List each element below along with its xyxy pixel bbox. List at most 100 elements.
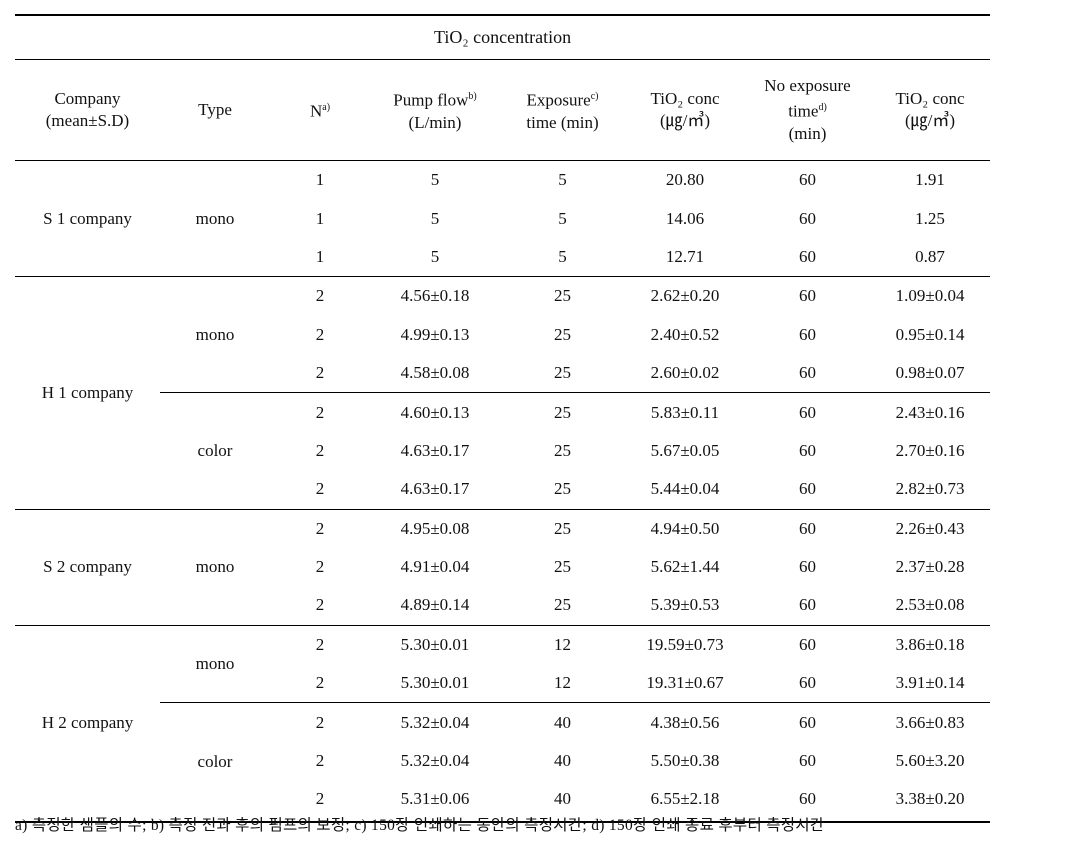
data-cell: 5.50±0.38 xyxy=(650,751,720,771)
type-cell: mono xyxy=(195,208,235,228)
header-note: a) xyxy=(322,102,331,114)
data-cell: 2.40±0.52 xyxy=(650,324,720,344)
table-row: color 2 4.60±0.13 25 5.83±0.11 60 2.43±0.16 xyxy=(15,392,991,510)
header-text: TiO₂ conc xyxy=(650,89,720,108)
table-row: 2 4.99±0.13 25 2.40±0.52 60 0.95±0.14 xyxy=(15,316,990,354)
data-cell: 60 xyxy=(799,246,816,266)
header-cell: Pump flowb) (L/min) xyxy=(370,59,500,161)
header-line: Pump flowb) xyxy=(370,86,500,112)
data-cell: 14.06 xyxy=(665,208,705,228)
header-line: (㎍/㎥) xyxy=(870,110,990,132)
table-row: H 2 company mono 2 5.30±0.01 12 19.59±0.73 60 3… xyxy=(15,624,991,822)
header-line: No exposure xyxy=(745,75,870,97)
table-title: TiO₂ concentration xyxy=(15,14,991,60)
data-cell: 2 xyxy=(270,508,370,548)
data-cell: 2 xyxy=(315,751,325,771)
data-cell: 60 xyxy=(745,392,870,432)
data-cell: 4.56±0.18 xyxy=(370,276,500,316)
data-cell: 25 xyxy=(554,479,571,499)
data-cell: 19.31±0.67 xyxy=(646,673,724,693)
type-cell: mono xyxy=(160,276,270,393)
header-cell: No exposure timed) (min) xyxy=(745,59,870,161)
table-row: S 1 company mono 1 5 5 20.80 60 1.91 xyxy=(15,161,990,227)
data-cell: 60 xyxy=(799,751,816,771)
company-cell: S 1 company xyxy=(43,208,132,228)
data-cell: 60 xyxy=(745,702,870,742)
data-cell: 60 xyxy=(799,324,816,344)
table-row: 2 4.58±0.08 25 2.60±0.02 60 0.98±0.07 xyxy=(15,354,990,393)
header-line: Exposurec) xyxy=(500,86,625,112)
data-cell: 40 xyxy=(554,751,571,771)
header-text: time xyxy=(788,101,819,121)
data-cell: 4.60±0.13 xyxy=(370,392,500,432)
data-cell: 12 xyxy=(500,624,625,665)
data-cell: 25 xyxy=(554,363,571,383)
header-text: (mean±S.D) xyxy=(45,111,130,130)
header-text: No exposure xyxy=(764,76,851,96)
data-cell: 6.55±2.18 xyxy=(650,789,720,809)
header-note: b) xyxy=(468,91,477,103)
data-cell: 3.38±0.20 xyxy=(895,789,965,809)
data-cell: 60 xyxy=(745,624,870,665)
title-row: TiO₂ concentration xyxy=(15,14,991,60)
data-cell: 4.89±0.14 xyxy=(400,595,470,615)
data-cell: 2 xyxy=(315,595,325,615)
table-row: 1 5 5 14.06 60 1.25 xyxy=(15,199,990,237)
data-cell: 2.26±0.43 xyxy=(870,508,991,548)
data-cell: 5 xyxy=(558,170,567,190)
data-cell: 1.25 xyxy=(915,208,945,228)
header-text: Exposure xyxy=(526,90,591,110)
table: TiO₂ concentration Company (mean±S.D) Type… xyxy=(15,14,991,823)
data-cell: 5.32±0.04 xyxy=(370,702,500,742)
header-text: TiO₂ conc xyxy=(895,89,965,108)
data-cell: 5.67±0.05 xyxy=(650,440,720,460)
type-cell: color xyxy=(160,702,270,822)
data-cell: 2 xyxy=(315,440,325,460)
data-cell: 60 xyxy=(799,789,816,809)
data-cell: 4.99±0.13 xyxy=(400,324,470,344)
data-cell: 2 xyxy=(315,324,325,344)
data-cell: 2.70±0.16 xyxy=(895,440,965,460)
data-cell: 60 xyxy=(745,276,870,316)
header-row: Company (mean±S.D) Type Na) Pump flowb) (L/mi… xyxy=(15,59,991,161)
data-cell: 12.71 xyxy=(665,246,705,266)
data-cell: 2 xyxy=(270,392,370,432)
data-cell: 0.98±0.07 xyxy=(895,363,965,383)
header-text: (㎍/㎥) xyxy=(905,111,956,130)
header-text: (L/min) xyxy=(408,112,462,132)
data-cell: 12 xyxy=(554,673,571,693)
header-cell: TiO₂ conc (㎍/㎥) xyxy=(625,59,745,161)
header-line: (mean±S.D) xyxy=(15,110,160,132)
data-cell: 40 xyxy=(500,702,625,742)
table-row: 2 5.30±0.01 12 19.31±0.67 60 3.91±0.14 xyxy=(15,664,990,703)
header-line: Type xyxy=(160,99,270,121)
data-cell: 2.60±0.02 xyxy=(650,363,720,383)
header-line: TiO₂ conc xyxy=(870,88,990,110)
type-cell: mono xyxy=(160,624,270,703)
data-cell: 0.87 xyxy=(915,246,945,266)
data-cell: 3.66±0.83 xyxy=(870,702,991,742)
data-cell: 2 xyxy=(270,276,370,316)
data-cell: 60 xyxy=(799,479,816,499)
data-cell: 2 xyxy=(315,363,325,383)
data-cell: 5.30±0.01 xyxy=(400,673,470,693)
header-note: d) xyxy=(818,102,827,114)
data-cell: 4.95±0.08 xyxy=(370,508,500,548)
data-cell: 5.62±1.44 xyxy=(650,557,720,577)
data-cell: 3.86±0.18 xyxy=(870,624,991,665)
header-text: time (min) xyxy=(526,112,599,132)
table-row: 2 4.89±0.14 25 5.39±0.53 60 2.53±0.08 xyxy=(15,586,990,625)
type-cell: mono xyxy=(160,508,270,626)
data-cell: 1 xyxy=(315,170,325,190)
data-cell: 60 xyxy=(799,440,816,460)
header-cell: Type xyxy=(160,59,270,161)
data-cell: 19.59±0.73 xyxy=(625,624,745,665)
data-cell: 5 xyxy=(558,246,567,266)
data-cell: 2.37±0.28 xyxy=(895,557,965,577)
data-cell: 1 xyxy=(315,208,325,228)
table-row: 2 4.63±0.17 25 5.67±0.05 60 2.70±0.16 xyxy=(15,432,990,470)
data-cell: 2.43±0.16 xyxy=(870,392,991,432)
table-row: S 2 company mono 2 4.95±0.08 25 4.94±0.50 60 2.… xyxy=(15,508,991,626)
header-text: Pump flow xyxy=(393,90,469,110)
table-row: 2 4.63±0.17 25 5.44±0.04 60 2.82±0.73 xyxy=(15,470,990,509)
